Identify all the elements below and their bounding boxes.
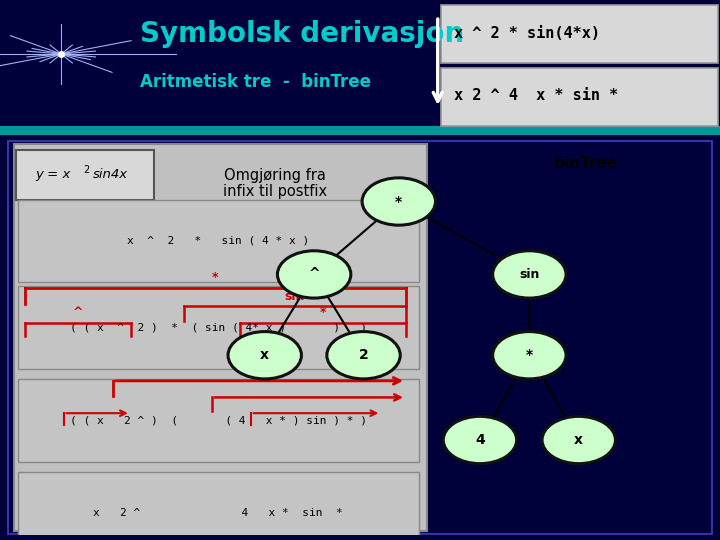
- Text: ^: ^: [73, 306, 83, 319]
- Text: x   2 ^               4   x *  sin  *: x 2 ^ 4 x * sin *: [94, 508, 343, 518]
- Text: ^: ^: [308, 267, 320, 281]
- Text: infix til postfix: infix til postfix: [223, 184, 328, 199]
- Ellipse shape: [542, 416, 616, 464]
- Text: Omgjøring fra: Omgjøring fra: [225, 168, 326, 183]
- Text: x  ^  2   *   sin ( 4 * x ): x ^ 2 * sin ( 4 * x ): [127, 236, 310, 246]
- Text: Aritmetisk tre  -  binTree: Aritmetisk tre - binTree: [140, 73, 372, 91]
- Text: *: *: [320, 306, 326, 319]
- Ellipse shape: [228, 332, 302, 379]
- FancyBboxPatch shape: [14, 144, 427, 531]
- FancyBboxPatch shape: [17, 150, 154, 199]
- Ellipse shape: [492, 332, 566, 379]
- Ellipse shape: [492, 251, 566, 298]
- Text: x: x: [260, 348, 269, 362]
- FancyBboxPatch shape: [18, 471, 418, 540]
- Text: 2: 2: [84, 165, 90, 176]
- Ellipse shape: [327, 332, 400, 379]
- Text: ( ( x  ^  2 )  *  ( sin ( 4* x )       )   ): ( ( x ^ 2 ) * ( sin ( 4* x ) ) ): [70, 322, 366, 333]
- Text: x 2 ^ 4  x * sin *: x 2 ^ 4 x * sin *: [454, 87, 618, 103]
- Text: Symbolsk derivasjon: Symbolsk derivasjon: [140, 20, 464, 48]
- FancyBboxPatch shape: [18, 379, 418, 462]
- FancyBboxPatch shape: [18, 286, 418, 369]
- Text: *: *: [212, 271, 219, 284]
- Text: ( ( x   2 ^ )  (       ( 4   x * ) sin ) * ): ( ( x 2 ^ ) ( ( 4 x * ) sin ) * ): [70, 415, 366, 426]
- Text: 2: 2: [359, 348, 369, 362]
- Text: binTree: binTree: [554, 156, 618, 171]
- Text: sin: sin: [284, 290, 305, 303]
- Text: *: *: [395, 194, 402, 208]
- Text: sin4x: sin4x: [94, 168, 128, 181]
- Text: sin: sin: [519, 268, 539, 281]
- Text: y = x: y = x: [35, 168, 71, 181]
- FancyBboxPatch shape: [0, 126, 720, 135]
- Ellipse shape: [444, 416, 517, 464]
- FancyBboxPatch shape: [441, 5, 718, 63]
- FancyBboxPatch shape: [441, 68, 718, 126]
- Ellipse shape: [362, 178, 436, 225]
- Text: 4: 4: [475, 433, 485, 447]
- Text: x: x: [575, 433, 583, 447]
- FancyBboxPatch shape: [18, 199, 418, 282]
- Ellipse shape: [277, 251, 351, 298]
- Text: *: *: [526, 348, 533, 362]
- Text: x ^ 2 * sin(4*x): x ^ 2 * sin(4*x): [454, 25, 600, 40]
